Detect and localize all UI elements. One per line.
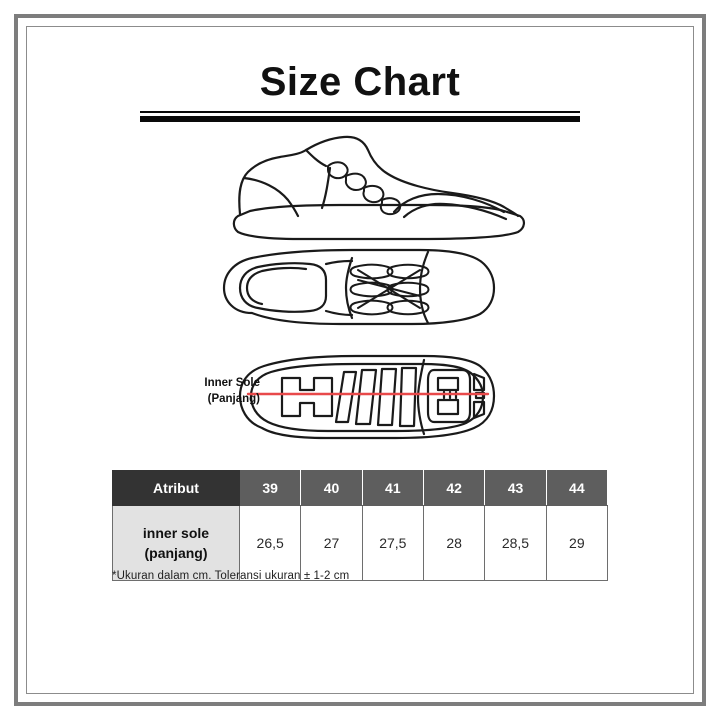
- table-header-size-39: 39: [238, 470, 302, 506]
- decorative-inner-border: [26, 26, 694, 694]
- attribute-label-line2: (panjang): [144, 545, 208, 561]
- size-table: Atribut 39 40 41 42 43 44 inner sole (pa…: [112, 470, 609, 581]
- table-row: inner sole (panjang) 26,5 27 27,5 28 28,…: [112, 505, 609, 581]
- table-header-row: Atribut 39 40 41 42 43 44: [112, 470, 609, 506]
- table-cell-value-43: 28,5: [484, 505, 547, 581]
- table-header-size-42: 42: [422, 470, 486, 506]
- table-cell-attribute-inner-sole: inner sole (panjang): [112, 505, 240, 581]
- table-cell-value-39: 26,5: [238, 505, 302, 581]
- inner-sole-label: Inner Sole (Panjang): [150, 375, 260, 407]
- title-rule-thin: [140, 111, 580, 113]
- decorative-outer-border: [14, 14, 706, 706]
- table-header-size-44: 44: [545, 470, 609, 506]
- shoe-illustration-group: [222, 135, 525, 440]
- table-cell-value-40: 27: [300, 505, 363, 581]
- table-footnote: *Ukuran dalam cm. Toleransi ukuran ± 1-2…: [112, 570, 350, 582]
- shoe-side-view-icon: [232, 135, 525, 241]
- table-cell-value-44: 29: [545, 505, 609, 581]
- attribute-label-line1: inner sole: [142, 525, 210, 541]
- page-title: Size Chart: [259, 60, 461, 104]
- table-header-size-40: 40: [300, 470, 363, 506]
- inner-sole-label-line1: Inner Sole: [204, 377, 260, 389]
- inner-sole-label-line2: (Panjang): [207, 393, 260, 405]
- shoe-sole-view-icon: [238, 354, 496, 440]
- table-cell-value-41: 27,5: [361, 505, 424, 581]
- table-header-attribute: Atribut: [112, 470, 240, 506]
- table-header-size-43: 43: [484, 470, 547, 506]
- table-cell-value-42: 28: [422, 505, 486, 581]
- title-rule-thick: [140, 116, 580, 122]
- table-header-size-41: 41: [361, 470, 424, 506]
- shoe-top-view-icon: [222, 248, 496, 326]
